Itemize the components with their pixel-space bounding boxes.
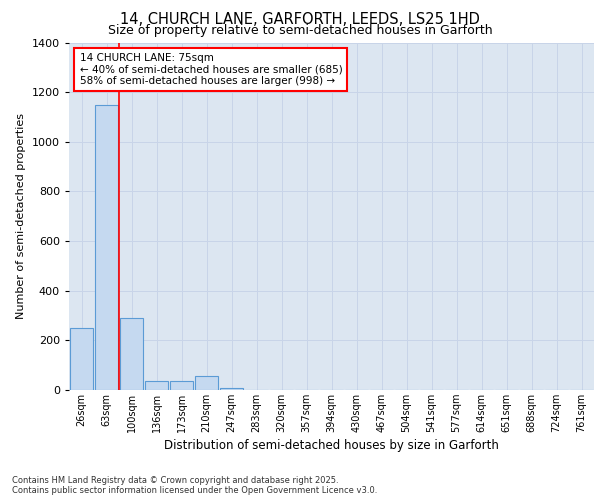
Bar (70, 328, 93, 390)
Bar (195, 376, 218, 390)
X-axis label: Distribution of semi-detached houses by size in Garforth: Distribution of semi-detached houses by … (164, 439, 499, 452)
Text: Contains HM Land Registry data © Crown copyright and database right 2025.
Contai: Contains HM Land Registry data © Crown c… (12, 476, 377, 495)
Text: 14, CHURCH LANE, GARFORTH, LEEDS, LS25 1HD: 14, CHURCH LANE, GARFORTH, LEEDS, LS25 1… (120, 12, 480, 28)
Y-axis label: Number of semi-detached properties: Number of semi-detached properties (16, 114, 26, 320)
Bar (220, 388, 243, 390)
Bar (170, 382, 193, 390)
Text: Size of property relative to semi-detached houses in Garforth: Size of property relative to semi-detach… (107, 24, 493, 37)
Text: 14 CHURCH LANE: 75sqm
← 40% of semi-detached houses are smaller (685)
58% of sem: 14 CHURCH LANE: 75sqm ← 40% of semi-deta… (79, 53, 342, 86)
Bar (145, 382, 168, 390)
Bar (120, 318, 143, 390)
Bar (95, 104, 118, 390)
